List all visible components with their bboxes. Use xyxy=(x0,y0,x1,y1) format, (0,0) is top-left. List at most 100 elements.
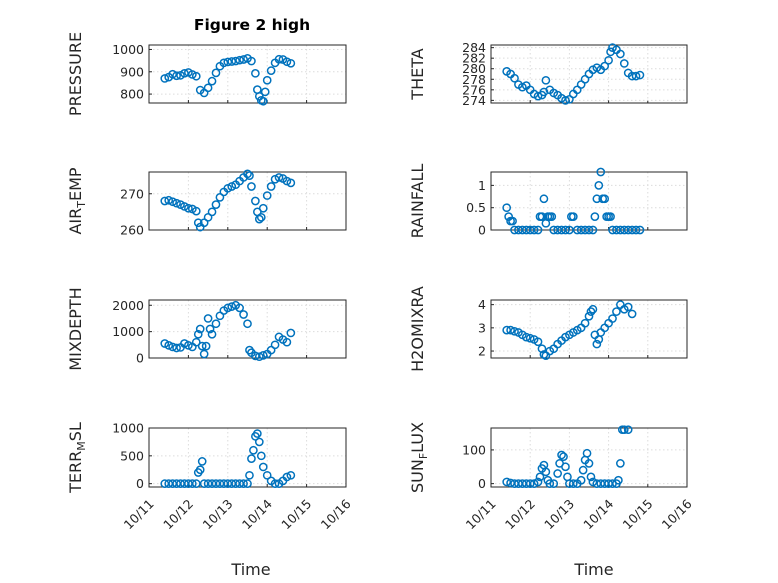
data-point xyxy=(545,479,555,488)
y-tick-label: 270 xyxy=(120,186,144,201)
x-axis-label-right: Time xyxy=(573,560,613,579)
x-tick-label: 10/13 xyxy=(199,496,235,532)
data-point xyxy=(274,54,284,64)
data-point xyxy=(243,479,252,489)
data-point xyxy=(247,454,256,463)
data-point xyxy=(588,477,598,487)
data-point xyxy=(619,59,629,68)
data-point xyxy=(590,212,600,221)
data-point xyxy=(207,76,217,86)
y-tick-label: 900 xyxy=(120,64,144,79)
data-point xyxy=(588,304,598,314)
axes-background xyxy=(148,44,347,104)
data-point xyxy=(502,325,512,335)
y-tick-label: 2 xyxy=(478,344,486,359)
data-point xyxy=(547,212,557,221)
data-point xyxy=(274,173,284,182)
data-point xyxy=(195,324,205,334)
data-point xyxy=(586,307,596,316)
axes-background xyxy=(490,44,688,104)
data-point xyxy=(164,195,174,205)
data-point xyxy=(270,479,280,489)
data-point xyxy=(205,324,215,334)
data-point xyxy=(584,459,594,468)
subplot-rainfall: 0 0.5 1 RAINFALL xyxy=(408,164,688,238)
axes-frame xyxy=(490,427,688,488)
y-tick-label: 1000 xyxy=(112,421,144,436)
data-point xyxy=(521,332,531,342)
data-point xyxy=(247,56,256,66)
data-point xyxy=(207,329,217,339)
data-point xyxy=(262,191,272,200)
subplot-h2omixra: 2 3 4 H2OMIXRA xyxy=(408,286,688,372)
data-point xyxy=(258,351,268,360)
data-point xyxy=(223,303,233,313)
data-point xyxy=(623,302,633,312)
y-tick-label: 0 xyxy=(478,476,486,491)
data-point xyxy=(195,465,205,475)
data-point xyxy=(533,91,543,101)
data-point xyxy=(584,311,594,321)
data-point xyxy=(631,71,641,81)
data-point xyxy=(193,218,203,228)
data-point xyxy=(623,425,633,435)
data-point xyxy=(211,68,221,78)
data-point xyxy=(582,448,592,458)
data-point xyxy=(262,470,272,480)
data-point xyxy=(553,469,562,478)
data-point xyxy=(258,203,268,213)
x-tick-label: 10/15 xyxy=(619,496,655,532)
y-axis-label: H2OMIXRA xyxy=(408,286,427,372)
axes-background xyxy=(490,171,688,231)
data-point xyxy=(286,178,296,188)
data-point xyxy=(616,459,625,468)
data-point xyxy=(253,429,262,438)
data-point xyxy=(631,225,641,235)
y-tick-label: 0 xyxy=(478,223,486,238)
x-tick-label: 10/16 xyxy=(659,496,695,532)
data-point xyxy=(254,214,264,224)
y-tick-label: 276 xyxy=(462,82,486,97)
data-point xyxy=(286,470,296,480)
y-tick-label: 0 xyxy=(136,351,144,366)
data-point xyxy=(588,225,598,235)
x-tick-label: 10/11 xyxy=(121,496,157,532)
data-point xyxy=(193,329,203,339)
data-point xyxy=(239,310,248,319)
data-point xyxy=(180,68,189,78)
data-point xyxy=(245,171,254,180)
data-point xyxy=(254,437,264,447)
data-point xyxy=(627,71,637,81)
data-point xyxy=(286,328,296,338)
data-point xyxy=(506,325,515,335)
data-point xyxy=(256,451,266,461)
data-point xyxy=(164,340,174,350)
data-point xyxy=(541,467,551,477)
y-tick-label: 1000 xyxy=(112,42,144,57)
data-point xyxy=(561,225,570,235)
data-point xyxy=(211,200,221,209)
data-point xyxy=(239,479,248,489)
data-point xyxy=(160,74,170,83)
data-point xyxy=(235,303,244,313)
data-point xyxy=(247,182,256,191)
data-point xyxy=(594,181,604,190)
axes-frame xyxy=(490,299,688,359)
data-point xyxy=(243,319,252,329)
data-point xyxy=(207,207,217,217)
data-point xyxy=(502,477,512,487)
data-point xyxy=(282,337,292,347)
data-point xyxy=(282,57,292,67)
data-point xyxy=(576,475,586,485)
y-tick-label: 278 xyxy=(462,72,486,87)
data-point xyxy=(227,57,237,66)
y-tick-label: 4 xyxy=(478,297,486,312)
subplot-air-temp: 260 270 AIRTEMP xyxy=(66,167,347,238)
data-point xyxy=(510,326,519,336)
y-tick-label: 1000 xyxy=(112,324,144,339)
data-point xyxy=(282,472,292,482)
data-point xyxy=(245,470,254,480)
x-tick-label: 10/14 xyxy=(239,496,275,532)
